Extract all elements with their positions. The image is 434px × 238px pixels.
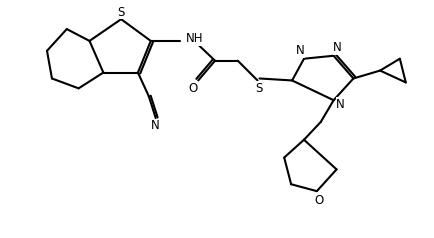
Text: N: N xyxy=(151,119,160,132)
Text: N: N xyxy=(296,44,304,57)
Text: O: O xyxy=(189,82,198,95)
Text: O: O xyxy=(314,193,323,207)
Text: S: S xyxy=(255,82,262,95)
Text: N: N xyxy=(336,98,345,111)
Text: NH: NH xyxy=(186,32,204,45)
Text: S: S xyxy=(118,6,125,19)
Text: N: N xyxy=(333,41,342,54)
